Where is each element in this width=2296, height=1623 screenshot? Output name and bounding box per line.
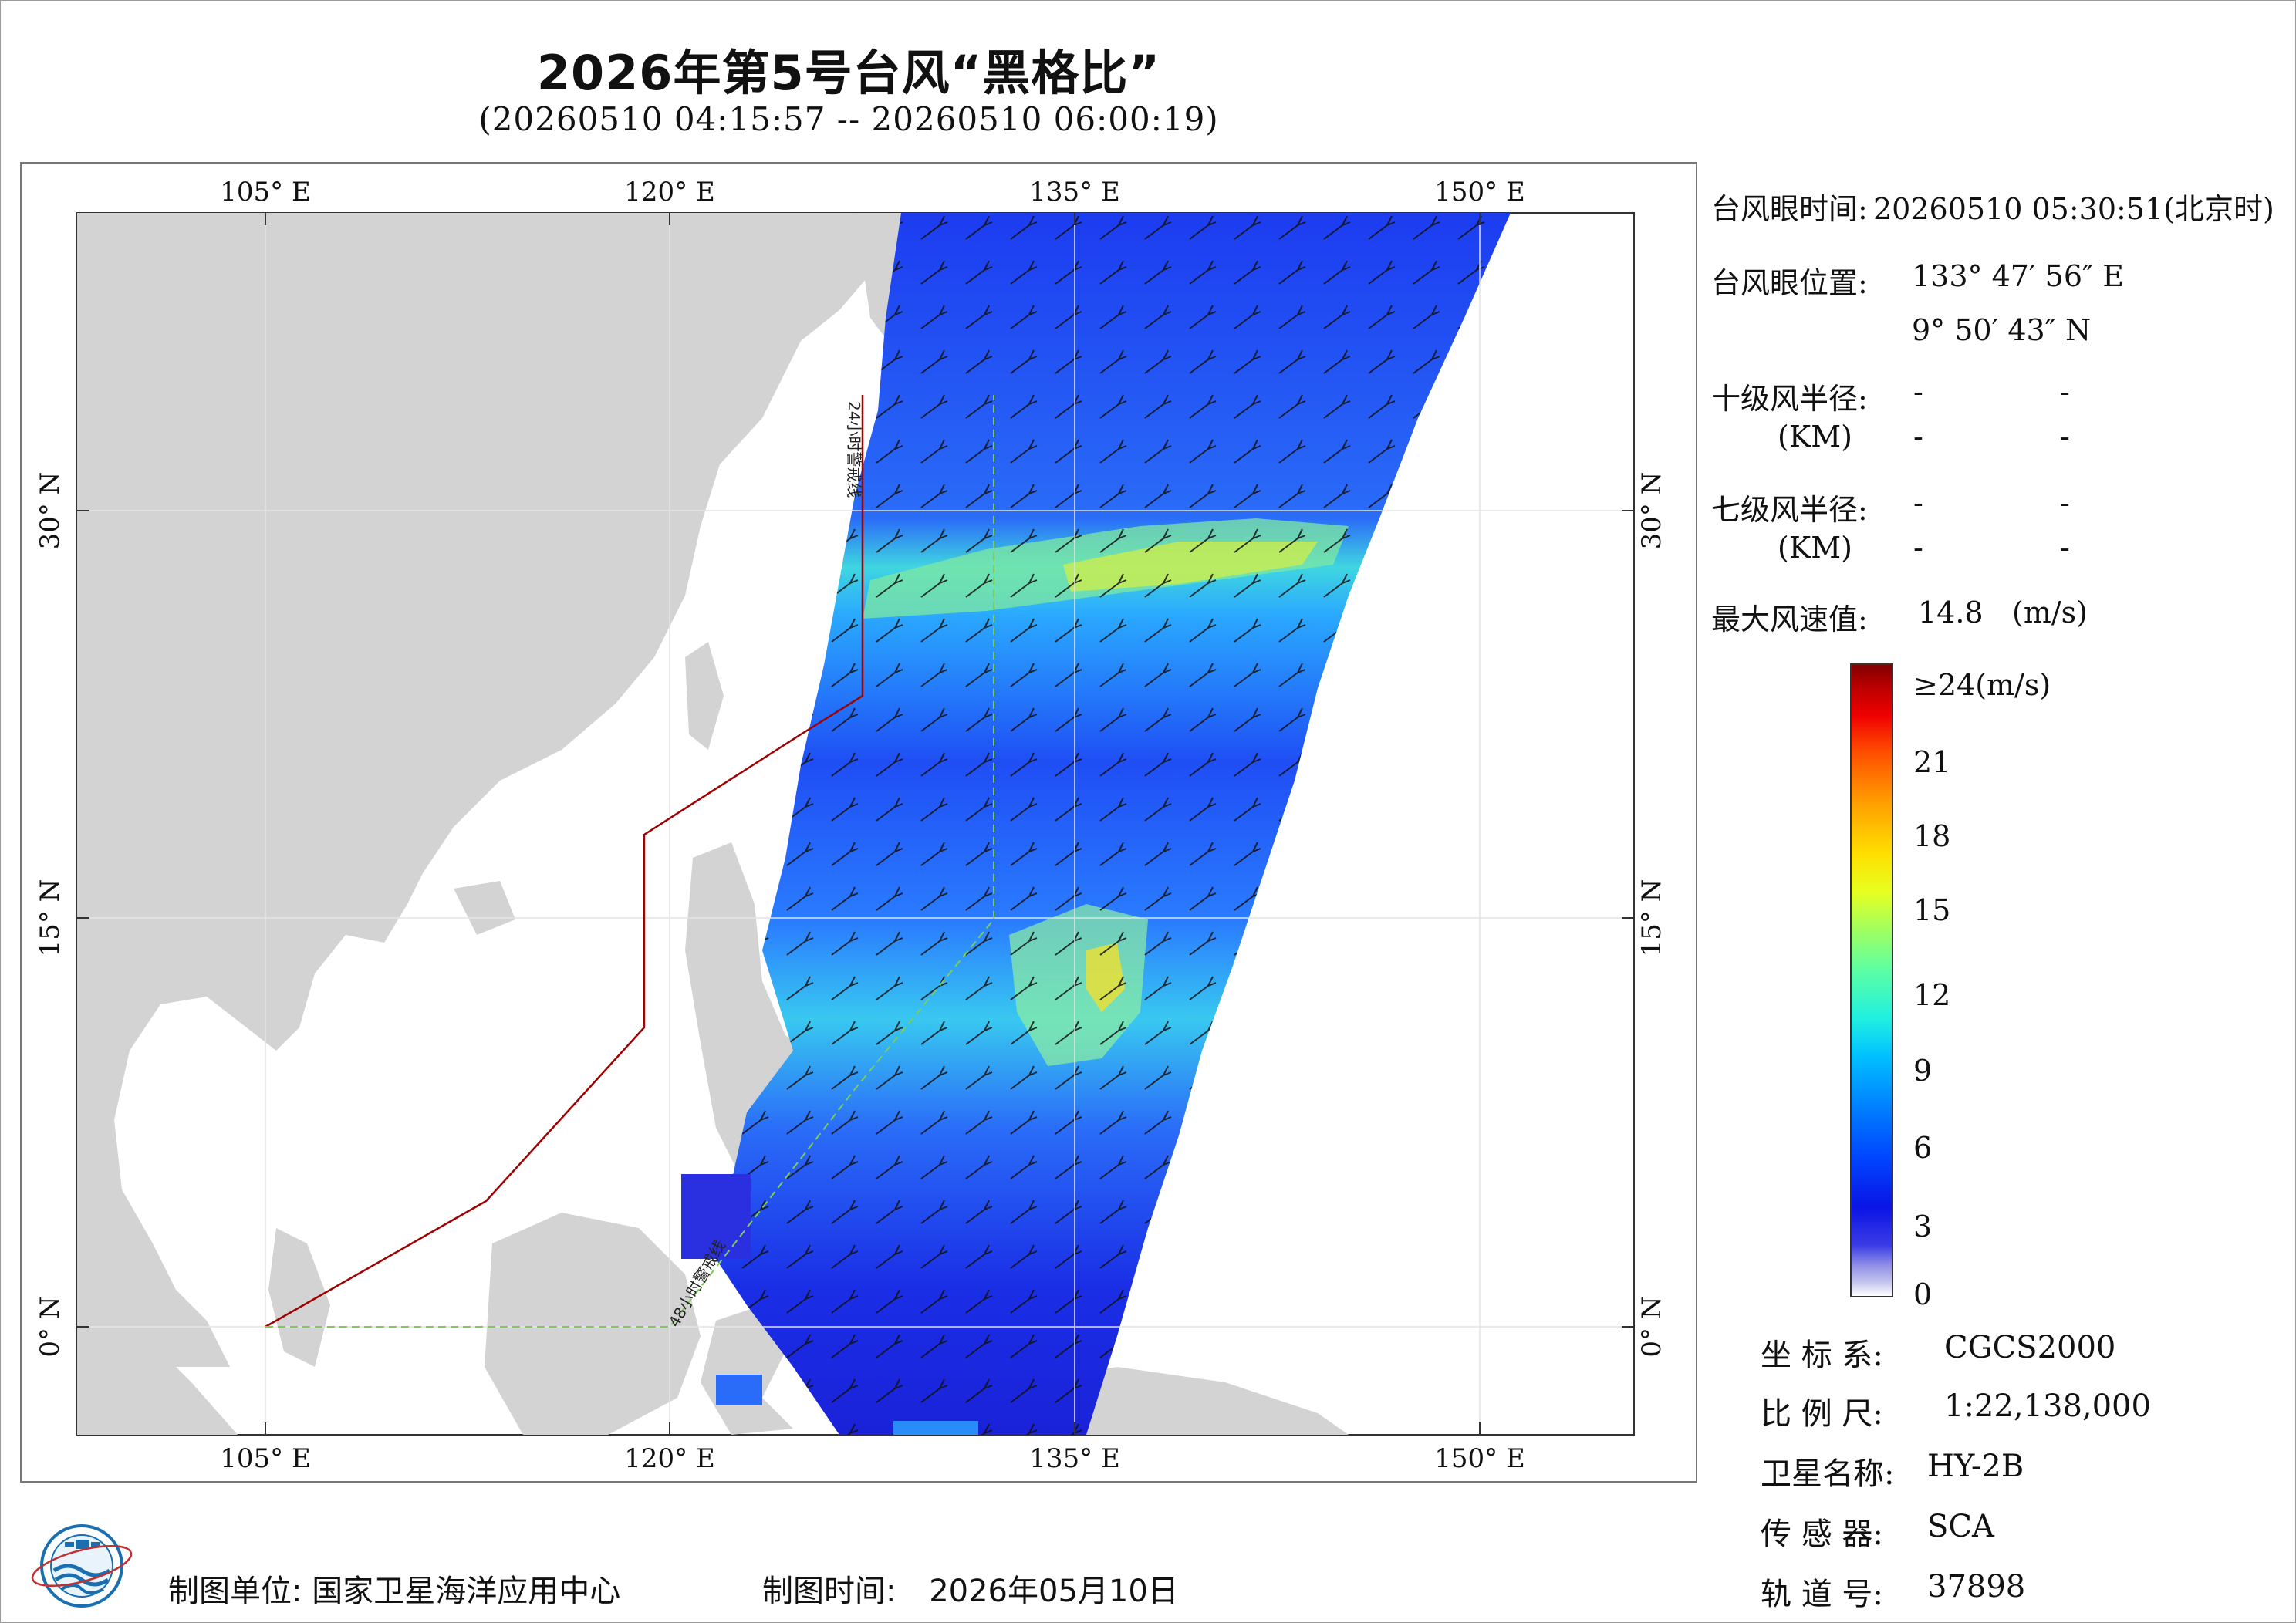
land-new-guinea	[1025, 1367, 1349, 1435]
crs-key: 坐 标 系:	[1761, 1338, 1883, 1373]
eye-time-key: 台风眼时间:	[1711, 192, 1868, 226]
r7-value-3: -	[1913, 531, 1923, 565]
left-lat-label-15: 15° N	[35, 879, 66, 957]
max-wind-key: 最大风速值:	[1711, 602, 1868, 636]
r7-unit: (KM)	[1778, 531, 1852, 565]
production-date-value: 2026年05月10日	[929, 1574, 1179, 1609]
map-title: 2026年第5号台风“黑格比”	[536, 45, 1161, 101]
right-lat-label-30: 30° N	[1636, 472, 1667, 550]
warning-line-24h-label: 24小时警戒线	[845, 401, 863, 498]
r10-unit: (KM)	[1778, 420, 1852, 454]
colorbar-gradient	[1850, 663, 1893, 1297]
land-mainland-asia	[77, 213, 886, 1367]
colorbar-label-3: 3	[1913, 1210, 1933, 1243]
boundary-line	[265, 395, 864, 1328]
max-wind-unit: (m/s)	[2012, 596, 2088, 629]
colorbar-label-18: 18	[1913, 819, 1951, 853]
eye-position-key: 台风眼位置:	[1711, 266, 1868, 300]
land-malay-peninsula	[268, 1228, 330, 1367]
r7-key: 七级风半径:	[1711, 493, 1868, 527]
sensor-value: SCA	[1927, 1509, 1994, 1544]
colorbar-label-12: 12	[1913, 978, 1951, 1012]
swath-fragment-south	[716, 1375, 762, 1405]
wind-barbs	[716, 213, 1511, 1435]
observation-time-range: (20260510 04:15:57 -- 20260510 06:00:19)	[478, 100, 1219, 138]
top-lon-label-135: 135° E	[1029, 177, 1120, 208]
right-lat-label-15: 15° N	[1636, 879, 1667, 957]
r10-value-3: -	[1913, 420, 1923, 454]
bottom-lon-label-135: 135° E	[1029, 1443, 1120, 1474]
eye-time-value: 20260510 05:30:51(北京时)	[1873, 192, 2274, 226]
land-taiwan	[685, 642, 724, 750]
r7-value-1: -	[1913, 486, 1923, 520]
satellite-value: HY-2B	[1927, 1449, 2024, 1484]
producer-key: 制图单位:	[168, 1574, 302, 1609]
right-lat-label-0: 0° N	[1636, 1296, 1667, 1357]
tick-marks	[77, 213, 1634, 1435]
warning-line-48h	[265, 395, 994, 1328]
graticule	[77, 213, 1634, 1435]
top-lon-label-105: 105° E	[220, 177, 311, 208]
swath-fragment-west	[681, 1174, 751, 1259]
crs-value: CGCS2000	[1944, 1330, 2116, 1365]
r7-value-4: -	[2060, 531, 2070, 565]
land-hainan	[454, 881, 515, 935]
r10-value-2: -	[2060, 375, 2070, 409]
top-lon-label-120: 120° E	[624, 177, 715, 208]
left-lat-label-0: 0° N	[35, 1296, 66, 1357]
r10-key: 十级风半径:	[1711, 382, 1868, 416]
map-frame: 24小时警戒线 48小时警戒线 105° E 120° E 135° E 150…	[20, 162, 1697, 1483]
bottom-lon-label-105: 105° E	[220, 1443, 311, 1474]
scale-key: 比 例 尺:	[1761, 1396, 1883, 1432]
wind-speed-colorbar	[1850, 663, 1896, 1297]
swath-fragment-south-2	[893, 1421, 978, 1435]
land-borneo	[485, 1213, 701, 1435]
colorbar-label-15: 15	[1913, 893, 1951, 927]
colorbar-label-0: 0	[1913, 1277, 1933, 1311]
production-date-label: 制图时间: 2026年05月10日	[762, 1566, 1179, 1611]
satellite-key: 卫星名称:	[1761, 1456, 1895, 1492]
eye-latitude: 9° 50′ 43″ N	[1912, 313, 2092, 347]
producer-label: 制图单位: 国家卫星海洋应用中心	[168, 1566, 620, 1611]
bottom-lon-label-120: 120° E	[624, 1443, 715, 1474]
orbit-value: 37898	[1927, 1569, 2026, 1604]
colorbar-label-6: 6	[1913, 1131, 1933, 1165]
land-sumatra	[77, 1297, 238, 1435]
sensor-key: 传 感 器:	[1761, 1517, 1883, 1552]
bottom-lon-label-150: 150° E	[1434, 1443, 1525, 1474]
producer-value: 国家卫星海洋应用中心	[312, 1574, 621, 1609]
max-wind-value: 14.8	[1918, 596, 1984, 629]
left-lat-label-30: 30° N	[35, 472, 66, 550]
eye-longitude: 133° 47′ 56″ E	[1912, 259, 2125, 293]
colorbar-label-21: 21	[1913, 745, 1951, 779]
r10-value-1: -	[1913, 375, 1923, 409]
production-date-key: 制图时间:	[762, 1574, 896, 1609]
colorbar-label-24: ≥24(m/s)	[1913, 668, 2051, 702]
r10-value-4: -	[2060, 420, 2070, 454]
colorbar-label-9: 9	[1913, 1054, 1933, 1088]
wind-field-map: 24小时警戒线 48小时警戒线 105° E 120° E 135° E 150…	[35, 177, 1667, 1474]
nsoas-logo-icon	[31, 1524, 133, 1608]
top-lon-label-150: 150° E	[1434, 177, 1525, 208]
scale-value: 1:22,138,000	[1944, 1388, 2151, 1424]
r7-value-2: -	[2060, 486, 2070, 520]
orbit-key: 轨 道 号:	[1761, 1577, 1883, 1612]
